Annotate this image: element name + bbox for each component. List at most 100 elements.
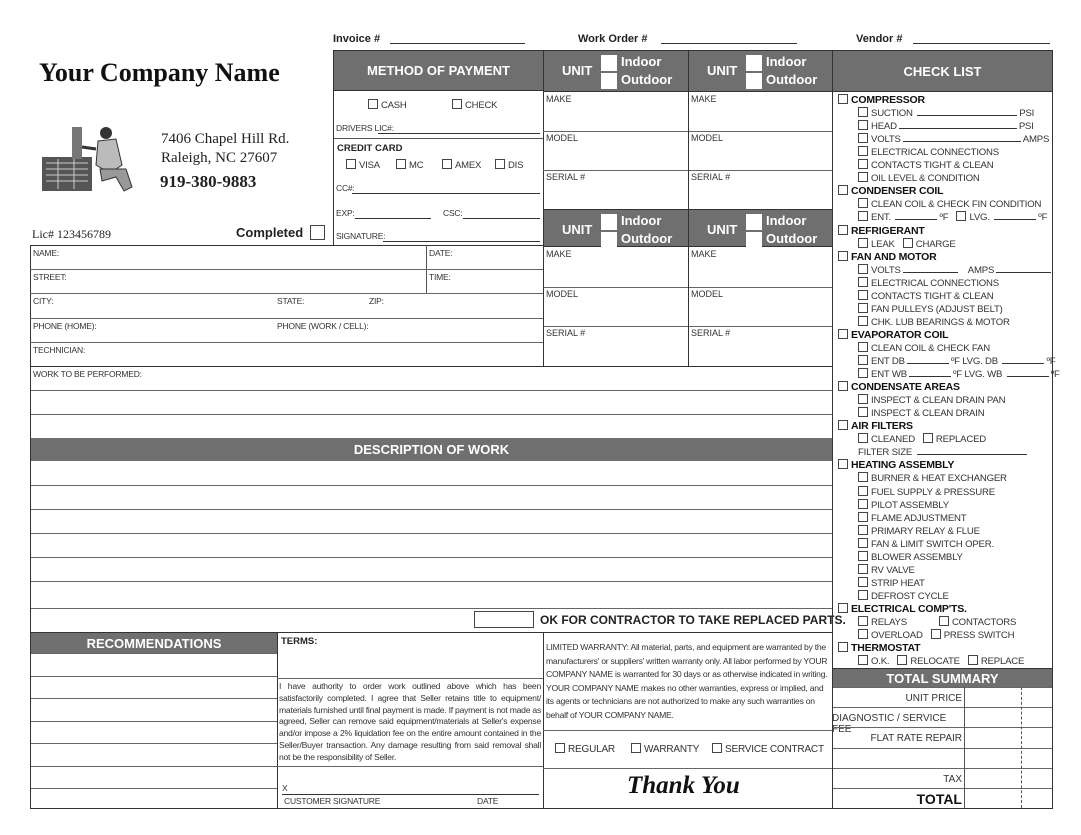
checkbox[interactable]	[858, 211, 868, 222]
checkbox[interactable]	[858, 368, 868, 379]
amex-option[interactable]: AMEX	[442, 159, 481, 171]
blank-field[interactable]	[906, 355, 949, 364]
blank-field[interactable]	[917, 107, 1018, 117]
invoice-field[interactable]	[390, 43, 525, 44]
checkbox[interactable]	[858, 302, 868, 313]
city-field[interactable]: CITY:	[33, 296, 54, 306]
make-field[interactable]: MAKE	[546, 249, 572, 259]
outdoor-checkbox[interactable]	[601, 73, 617, 89]
checkbox[interactable]	[967, 655, 978, 666]
checkbox[interactable]	[838, 381, 848, 392]
checkbox[interactable]	[956, 211, 967, 222]
work-order-field[interactable]	[661, 43, 797, 44]
checkbox[interactable]	[555, 743, 565, 753]
warranty-option[interactable]: WARRANTY	[631, 743, 699, 755]
model-field[interactable]: MODEL	[546, 289, 579, 299]
checkbox[interactable]	[858, 576, 868, 587]
checkbox[interactable]	[396, 159, 406, 169]
checkbox[interactable]	[858, 263, 868, 274]
make-field[interactable]: MAKE	[546, 94, 572, 104]
writing-line[interactable]	[31, 581, 832, 582]
checkbox[interactable]	[902, 237, 913, 248]
checkbox[interactable]	[838, 185, 848, 196]
checkbox[interactable]	[858, 485, 868, 496]
recommendation-line[interactable]	[31, 720, 277, 722]
serial-field[interactable]: SERIAL #	[691, 172, 731, 182]
regular-option[interactable]: REGULAR	[555, 743, 615, 755]
checkbox[interactable]	[858, 655, 868, 666]
checkbox[interactable]	[858, 276, 868, 287]
csc-field[interactable]	[463, 218, 540, 219]
writing-line[interactable]	[31, 390, 832, 391]
checkbox[interactable]	[858, 107, 868, 118]
checkbox[interactable]	[858, 159, 868, 170]
writing-line[interactable]	[31, 509, 832, 510]
checkbox[interactable]	[495, 159, 505, 169]
checkbox[interactable]	[838, 459, 848, 470]
checkbox[interactable]	[858, 433, 868, 444]
checkbox[interactable]	[838, 642, 848, 653]
blank-field[interactable]	[898, 120, 1017, 130]
make-field[interactable]: MAKE	[691, 249, 717, 259]
recommendation-line[interactable]	[31, 698, 277, 699]
checkbox[interactable]	[930, 629, 941, 640]
cc-field[interactable]	[352, 193, 540, 194]
checkbox[interactable]	[838, 602, 848, 613]
indoor-checkbox[interactable]	[746, 214, 762, 230]
recommendation-line[interactable]	[31, 653, 277, 654]
completed-checkbox[interactable]	[310, 225, 325, 240]
checkbox[interactable]	[897, 655, 908, 666]
writing-line[interactable]	[31, 533, 832, 534]
checkbox[interactable]	[858, 133, 868, 144]
summary-amount-field[interactable]	[965, 728, 1051, 747]
writing-line[interactable]	[31, 485, 832, 486]
dis-option[interactable]: DIS	[495, 159, 523, 171]
checkbox[interactable]	[858, 407, 868, 418]
checkbox[interactable]	[838, 250, 848, 261]
phone-work-field[interactable]: PHONE (WORK / CELL):	[277, 321, 369, 331]
checkbox[interactable]	[838, 328, 848, 339]
ok-parts-checkbox[interactable]	[474, 611, 534, 628]
signature-field[interactable]	[383, 241, 540, 242]
checkbox[interactable]	[858, 198, 868, 209]
checkbox[interactable]	[858, 289, 868, 300]
outdoor-checkbox[interactable]	[746, 232, 762, 248]
recommendation-line[interactable]	[31, 743, 277, 744]
checkbox[interactable]	[858, 616, 868, 626]
street-field[interactable]: STREET:	[33, 272, 67, 282]
checkbox[interactable]	[858, 315, 868, 326]
recommendation-line[interactable]	[31, 765, 277, 767]
recommendation-line[interactable]	[31, 788, 277, 789]
exp-field[interactable]	[355, 218, 431, 219]
technician-field[interactable]: TECHNICIAN:	[33, 345, 86, 355]
phone-home-field[interactable]: PHONE (HOME):	[33, 321, 97, 331]
checkbox[interactable]	[712, 743, 722, 753]
customer-signature-line[interactable]	[282, 794, 539, 795]
checkbox[interactable]	[368, 99, 378, 109]
date-field[interactable]: DATE:	[429, 248, 453, 258]
writing-line[interactable]	[31, 414, 832, 415]
recommendation-line[interactable]	[31, 675, 277, 677]
checkbox[interactable]	[838, 420, 848, 431]
checkbox[interactable]	[858, 498, 868, 509]
checkbox[interactable]	[838, 94, 848, 104]
indoor-checkbox[interactable]	[601, 214, 617, 230]
time-field[interactable]: TIME:	[429, 272, 451, 282]
visa-option[interactable]: VISA	[346, 159, 380, 171]
make-field[interactable]: MAKE	[691, 94, 717, 104]
mc-option[interactable]: MC	[396, 159, 424, 171]
checkbox[interactable]	[858, 341, 868, 352]
summary-amount-field[interactable]	[965, 708, 1051, 727]
indoor-checkbox[interactable]	[746, 55, 762, 71]
blank-field[interactable]	[994, 211, 1037, 221]
blank-field[interactable]	[902, 264, 958, 273]
vendor-field[interactable]	[913, 43, 1050, 44]
checkbox[interactable]	[452, 99, 462, 109]
checkbox[interactable]	[858, 355, 868, 365]
drivers-lic-field[interactable]	[378, 133, 540, 134]
checkbox[interactable]	[346, 159, 356, 169]
blank-field[interactable]	[996, 264, 1052, 273]
checkbox[interactable]	[938, 616, 949, 626]
checkbox[interactable]	[858, 146, 868, 157]
serial-field[interactable]: SERIAL #	[546, 328, 586, 338]
